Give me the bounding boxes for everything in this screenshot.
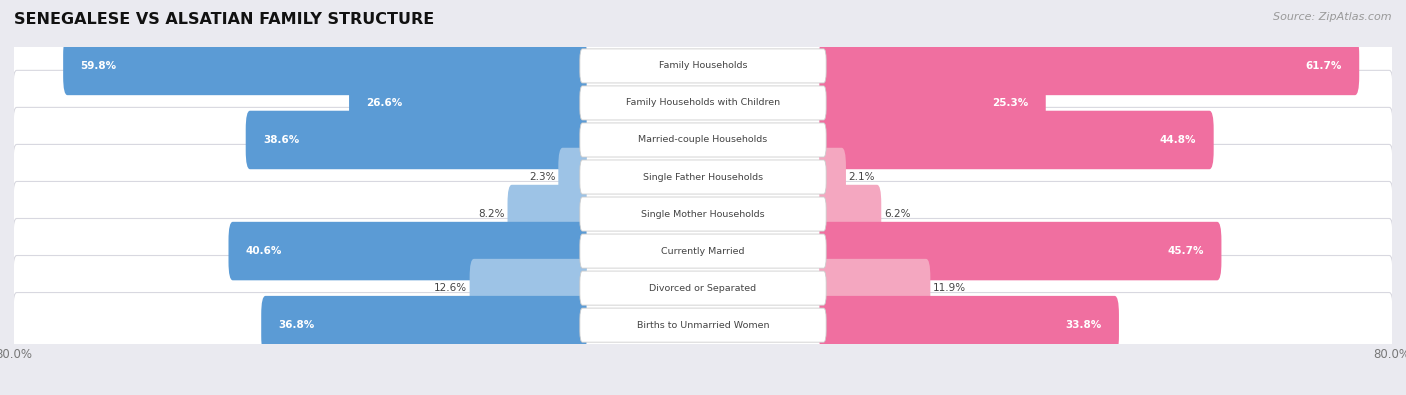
FancyBboxPatch shape — [13, 70, 1393, 135]
Text: Married-couple Households: Married-couple Households — [638, 135, 768, 145]
Text: 36.8%: 36.8% — [278, 320, 315, 330]
FancyBboxPatch shape — [579, 123, 827, 157]
Text: 38.6%: 38.6% — [263, 135, 299, 145]
FancyBboxPatch shape — [246, 111, 586, 169]
Text: 25.3%: 25.3% — [993, 98, 1029, 108]
FancyBboxPatch shape — [470, 259, 586, 317]
FancyBboxPatch shape — [820, 185, 882, 243]
FancyBboxPatch shape — [13, 181, 1393, 246]
FancyBboxPatch shape — [13, 218, 1393, 284]
Text: Family Households with Children: Family Households with Children — [626, 98, 780, 107]
FancyBboxPatch shape — [508, 185, 586, 243]
FancyBboxPatch shape — [63, 37, 586, 95]
FancyBboxPatch shape — [820, 74, 1046, 132]
Text: 8.2%: 8.2% — [478, 209, 505, 219]
Text: 44.8%: 44.8% — [1160, 135, 1197, 145]
FancyBboxPatch shape — [349, 74, 586, 132]
Text: SENEGALESE VS ALSATIAN FAMILY STRUCTURE: SENEGALESE VS ALSATIAN FAMILY STRUCTURE — [14, 12, 434, 27]
FancyBboxPatch shape — [579, 86, 827, 120]
Text: 11.9%: 11.9% — [934, 283, 966, 293]
FancyBboxPatch shape — [262, 296, 586, 354]
FancyBboxPatch shape — [579, 160, 827, 194]
FancyBboxPatch shape — [820, 259, 931, 317]
Text: Currently Married: Currently Married — [661, 246, 745, 256]
FancyBboxPatch shape — [229, 222, 586, 280]
Text: 2.1%: 2.1% — [849, 172, 875, 182]
Text: 6.2%: 6.2% — [884, 209, 910, 219]
Text: 40.6%: 40.6% — [246, 246, 283, 256]
FancyBboxPatch shape — [820, 37, 1360, 95]
FancyBboxPatch shape — [13, 256, 1393, 321]
Text: Births to Unmarried Women: Births to Unmarried Women — [637, 321, 769, 330]
FancyBboxPatch shape — [820, 111, 1213, 169]
Text: 45.7%: 45.7% — [1168, 246, 1204, 256]
Text: Divorced or Separated: Divorced or Separated — [650, 284, 756, 293]
FancyBboxPatch shape — [579, 271, 827, 305]
Text: 61.7%: 61.7% — [1306, 61, 1341, 71]
Text: 12.6%: 12.6% — [434, 283, 467, 293]
FancyBboxPatch shape — [820, 148, 846, 206]
FancyBboxPatch shape — [579, 234, 827, 268]
Text: 2.3%: 2.3% — [529, 172, 555, 182]
FancyBboxPatch shape — [579, 49, 827, 83]
Text: Source: ZipAtlas.com: Source: ZipAtlas.com — [1274, 12, 1392, 22]
FancyBboxPatch shape — [13, 33, 1393, 98]
FancyBboxPatch shape — [579, 197, 827, 231]
FancyBboxPatch shape — [820, 222, 1222, 280]
FancyBboxPatch shape — [558, 148, 586, 206]
FancyBboxPatch shape — [579, 308, 827, 342]
Text: Single Mother Households: Single Mother Households — [641, 209, 765, 218]
Text: Family Households: Family Households — [659, 61, 747, 70]
Text: 59.8%: 59.8% — [80, 61, 117, 71]
Text: 33.8%: 33.8% — [1066, 320, 1102, 330]
FancyBboxPatch shape — [13, 145, 1393, 210]
FancyBboxPatch shape — [13, 293, 1393, 358]
Text: 26.6%: 26.6% — [367, 98, 402, 108]
Text: Single Father Households: Single Father Households — [643, 173, 763, 182]
FancyBboxPatch shape — [13, 107, 1393, 173]
FancyBboxPatch shape — [820, 296, 1119, 354]
